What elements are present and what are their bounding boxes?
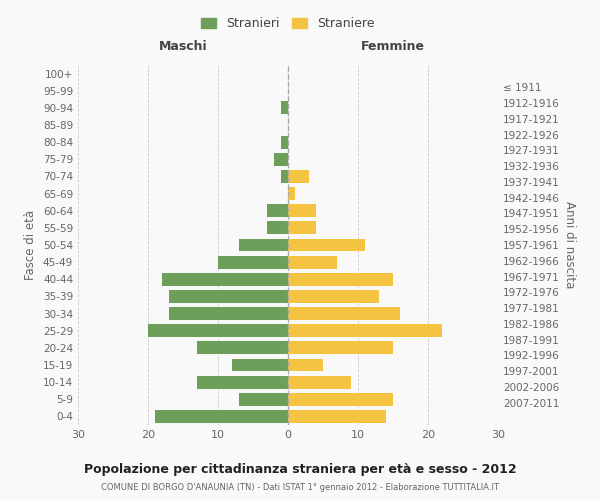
Bar <box>232 358 288 372</box>
Bar <box>281 102 288 114</box>
Y-axis label: Anni di nascita: Anni di nascita <box>563 202 576 288</box>
Bar <box>288 273 393 285</box>
Bar <box>169 290 288 303</box>
Bar <box>288 376 351 388</box>
Text: COMUNE DI BORGO D'ANAUNIA (TN) - Dati ISTAT 1° gennaio 2012 - Elaborazione TUTTI: COMUNE DI BORGO D'ANAUNIA (TN) - Dati IS… <box>101 484 499 492</box>
Bar <box>267 204 288 217</box>
Bar <box>239 393 288 406</box>
Bar <box>288 393 393 406</box>
Legend: Stranieri, Straniere: Stranieri, Straniere <box>197 14 379 34</box>
Bar <box>267 222 288 234</box>
Y-axis label: Fasce di età: Fasce di età <box>25 210 37 280</box>
Bar <box>288 290 379 303</box>
Bar <box>288 187 295 200</box>
Bar <box>162 273 288 285</box>
Bar <box>288 342 393 354</box>
Bar <box>274 153 288 166</box>
Bar <box>288 204 316 217</box>
Text: Maschi: Maschi <box>158 40 208 53</box>
Text: Popolazione per cittadinanza straniera per età e sesso - 2012: Popolazione per cittadinanza straniera p… <box>83 462 517 475</box>
Bar <box>288 238 365 252</box>
Bar <box>288 256 337 268</box>
Bar <box>218 256 288 268</box>
Bar <box>288 222 316 234</box>
Bar <box>281 136 288 148</box>
Bar <box>197 376 288 388</box>
Bar <box>281 170 288 183</box>
Bar <box>288 307 400 320</box>
Bar <box>197 342 288 354</box>
Text: Femmine: Femmine <box>361 40 425 53</box>
Bar <box>239 238 288 252</box>
Bar <box>288 410 386 423</box>
Bar <box>288 358 323 372</box>
Bar <box>288 170 309 183</box>
Bar <box>148 324 288 337</box>
Bar <box>155 410 288 423</box>
Bar <box>169 307 288 320</box>
Bar <box>288 324 442 337</box>
